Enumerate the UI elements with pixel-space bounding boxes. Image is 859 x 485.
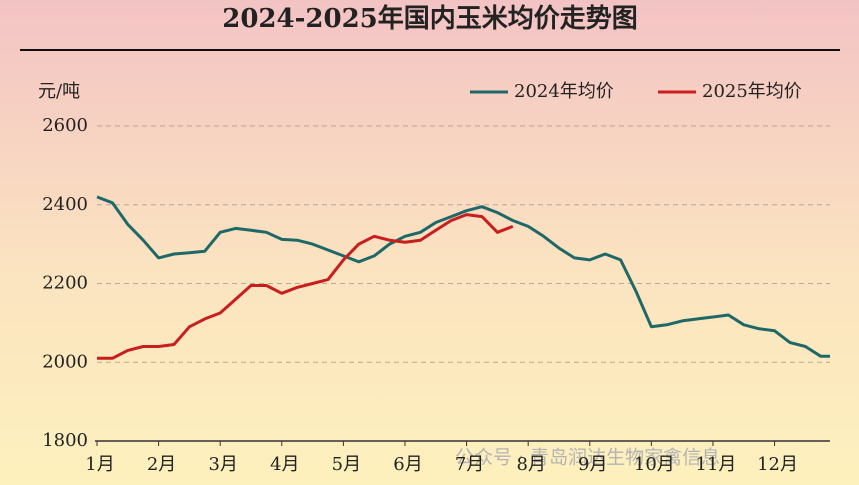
x-tick-label: 4月 xyxy=(270,454,299,475)
y-tick-label: 2000 xyxy=(42,351,88,372)
x-tick-label: 9月 xyxy=(578,454,607,475)
watermark: 公众号 · 青岛润达生物家禽信息 xyxy=(455,447,720,469)
x-tick-label: 12月 xyxy=(757,454,798,475)
chart-title: 2024-2025年国内玉米均价走势图 xyxy=(222,3,638,34)
y-tick-label: 2600 xyxy=(42,115,88,136)
series-line xyxy=(96,195,830,358)
y-tick-label: 1800 xyxy=(42,430,88,451)
legend-label: 2025年均价 xyxy=(702,81,802,102)
x-tick-label: 3月 xyxy=(208,454,237,475)
x-tick-label: 2月 xyxy=(147,454,176,475)
x-tick-label: 11月 xyxy=(696,454,737,475)
x-tick-label: 8月 xyxy=(516,454,545,475)
x-tick-label: 1月 xyxy=(85,454,114,475)
y-tick-label: 2200 xyxy=(42,273,88,294)
x-tick-label: 10月 xyxy=(634,454,675,475)
legend-label: 2024年均价 xyxy=(514,81,614,102)
y-axis-label: 元/吨 xyxy=(38,81,80,102)
y-tick-label: 2400 xyxy=(42,194,88,215)
x-tick-label: 5月 xyxy=(332,454,361,475)
x-tick-label: 7月 xyxy=(455,454,484,475)
x-tick-label: 6月 xyxy=(393,454,422,475)
series-line xyxy=(97,213,514,360)
